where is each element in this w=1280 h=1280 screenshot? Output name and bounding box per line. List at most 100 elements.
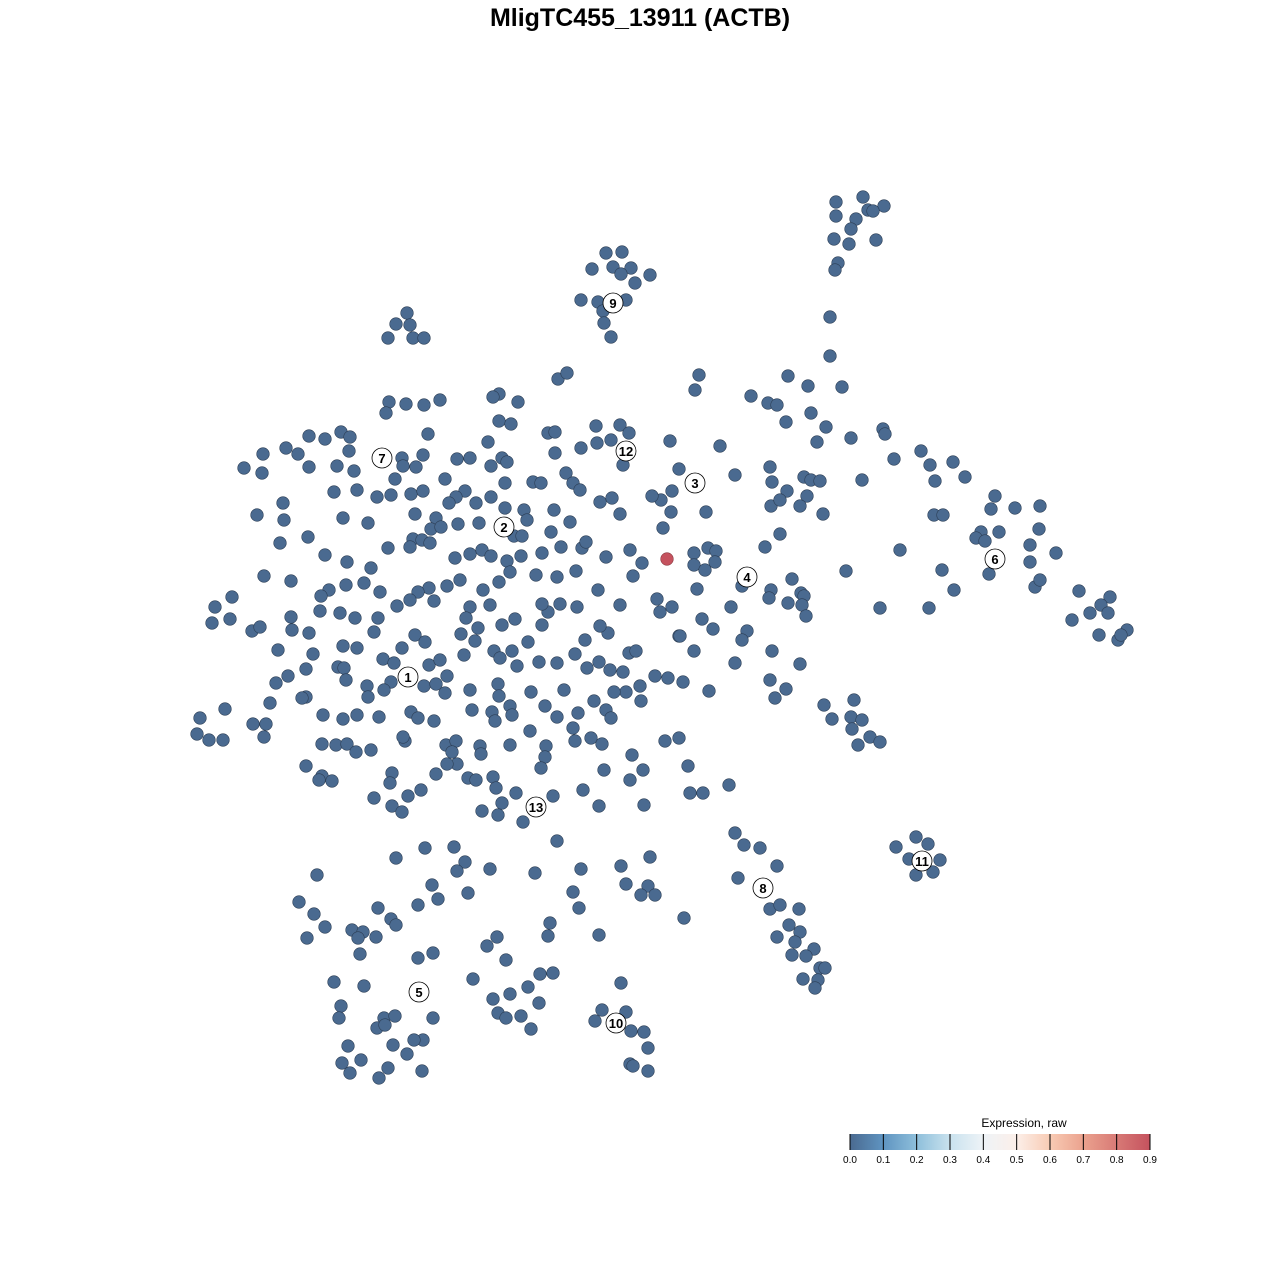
data-point [574,862,588,876]
data-point [292,895,306,909]
color-legend: Expression, raw 0.0 0.1 0.2 0.3 0.4 0.5 0.6 0.7… [843,1116,1157,1166]
data-point [672,462,686,476]
data-point [348,611,362,625]
data-point [295,691,309,705]
data-point [498,476,512,490]
data-point [780,484,794,498]
data-point [521,980,535,994]
data-point [909,830,923,844]
data-point [773,493,787,507]
data-point [816,507,830,521]
data-point [728,826,742,840]
data-point [765,475,779,489]
data-point [484,549,498,563]
data-point [724,600,738,614]
data-point [573,483,587,497]
data-point [731,871,745,885]
data-point [781,596,795,610]
cluster-label-circle [736,566,758,588]
data-point [604,330,618,344]
data-point [500,455,514,469]
data-point [607,685,621,699]
data-point [1072,584,1086,598]
data-point [335,1056,349,1070]
data-point [377,683,391,697]
data-point [793,657,807,671]
data-point [276,496,290,510]
data-point [799,949,813,963]
data-point [367,791,381,805]
data-point [503,738,517,752]
data-point [559,466,573,480]
data-point [538,699,552,713]
data-point [538,750,552,764]
data-point [316,708,330,722]
data-point [706,622,720,636]
data-point [415,1064,429,1078]
cluster-label: 9 [602,292,624,314]
data-point [315,737,329,751]
data-point [782,918,796,932]
data-point [384,488,398,502]
data-point [381,331,395,345]
data-point [514,1009,528,1023]
cluster-label: 2 [493,516,515,538]
data-point [893,543,907,557]
data-point [468,634,482,648]
data-point [418,841,432,855]
data-point [543,916,557,930]
data-point [364,743,378,757]
data-point [299,759,313,773]
cluster-label-text: 10 [609,1016,623,1031]
data-point [817,698,831,712]
data-point [1114,628,1128,642]
cluster-label-text: 6 [991,552,998,567]
data-point [851,738,865,752]
data-point [713,439,727,453]
data-point [722,778,736,792]
data-point [672,731,686,745]
cluster-label: 13 [525,796,547,818]
data-point [492,575,506,589]
data-point [336,712,350,726]
data-point [440,757,454,771]
data-point [554,540,568,554]
data-point [641,1064,655,1078]
data-point [453,573,467,587]
data-point [225,590,239,604]
data-point [648,888,662,902]
data-point [589,419,603,433]
data-point [407,1033,421,1047]
data-point [758,540,772,554]
data-point [557,683,571,697]
data-point [524,685,538,699]
data-point [403,593,417,607]
data-point [336,511,350,525]
data-point [845,722,859,736]
data-point [332,1011,346,1025]
data-point [653,605,667,619]
data-point [687,644,701,658]
cluster-label-text: 4 [743,570,751,585]
data-point [744,389,758,403]
data-point [677,911,691,925]
data-point [489,781,503,795]
data-point [500,554,514,568]
data-point [568,734,582,748]
data-point [593,495,607,509]
data-point [935,563,949,577]
data-point [378,1018,392,1032]
data-point [490,930,504,944]
data-point [889,840,903,854]
data-point [417,398,431,412]
data-point [619,877,633,891]
chart-title: MligTC455_13911 (ACTB) [489,4,791,32]
data-point [593,619,607,633]
data-point [488,714,502,728]
data-point [514,549,528,563]
data-point [302,429,316,443]
data-point [426,946,440,960]
data-point [592,655,606,669]
data-point [451,517,465,531]
legend-tick-label: 0.0 [843,1155,857,1166]
